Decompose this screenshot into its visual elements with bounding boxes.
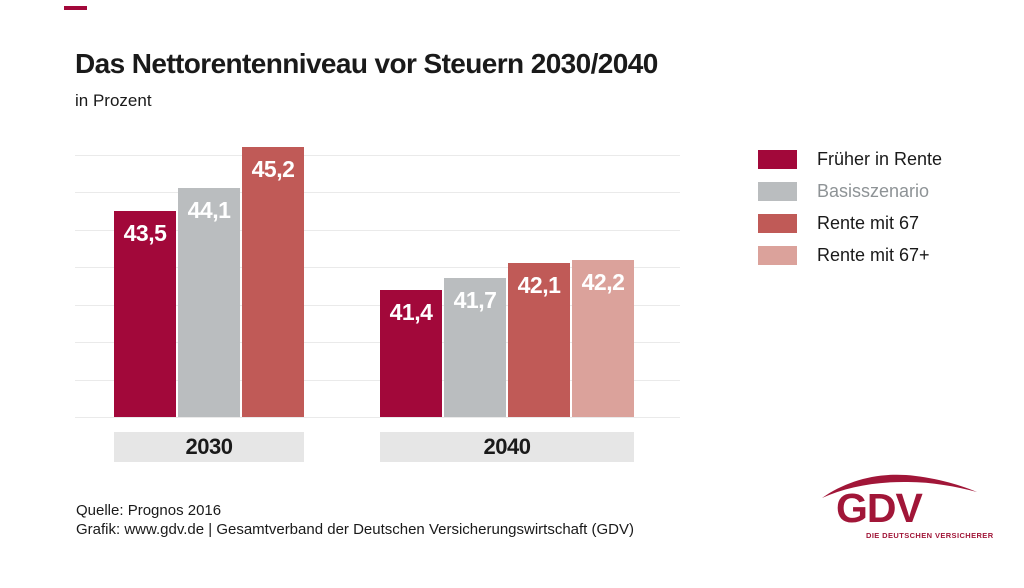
- page-subtitle: in Prozent: [75, 91, 152, 110]
- legend-swatch: [758, 246, 797, 265]
- gridline: [75, 417, 680, 418]
- footer: Quelle: Prognos 2016 Grafik: www.gdv.de …: [76, 501, 716, 539]
- legend-label: Rente mit 67+: [817, 245, 930, 265]
- bar-value-label: 42,2: [581, 268, 625, 295]
- bar-value-label: 45,2: [251, 156, 295, 182]
- gridline: [75, 379, 680, 381]
- legend-swatch: [758, 214, 797, 233]
- bar-value-label: 41,4: [389, 298, 433, 325]
- bar-value-label: 42,1: [517, 272, 561, 299]
- logo-tagline: DIE DEUTSCHEN VERSICHERER: [866, 531, 994, 540]
- chart-legend: Früher in Rente Basisszenario Rente mit 67…: [758, 150, 1018, 280]
- legend-label: Basisszenario: [817, 181, 930, 201]
- bar-value-label: 43,5: [123, 219, 167, 246]
- bar: [242, 147, 304, 417]
- legend-label: Rente mit 67: [817, 213, 920, 233]
- gdv-logo: GDV DIE DEUTSCHEN VERSICHERER: [812, 466, 994, 550]
- bar: [508, 263, 570, 417]
- legend-swatch: [758, 182, 797, 201]
- source-line: Quelle: Prognos 2016: [76, 502, 222, 519]
- category-label: 2040: [483, 434, 531, 459]
- gridline: [75, 229, 680, 231]
- bar-value-label: 44,1: [187, 197, 231, 224]
- bar-value-label: 41,7: [453, 287, 497, 314]
- page-title: Das Nettorentenniveau vor Steuern 2030/2…: [75, 48, 658, 79]
- bar: [444, 278, 506, 417]
- credit-line: Grafik: www.gdv.de | Gesamtverband der D…: [76, 521, 635, 538]
- logo-wordmark: GDV: [836, 485, 923, 531]
- legend-swatch: [758, 150, 797, 169]
- bar: [178, 188, 240, 417]
- gridline: [75, 267, 680, 268]
- brand-dash: [64, 6, 87, 10]
- category-label: 2030: [185, 434, 233, 459]
- bar: [380, 289, 442, 417]
- bar: [114, 210, 176, 417]
- category-band: 2030: [114, 432, 304, 462]
- gridline: [75, 304, 680, 306]
- legend-label: Früher in Rente: [817, 149, 943, 169]
- gridline: [75, 154, 680, 156]
- logo-swoosh-icon: [822, 474, 977, 498]
- gridline: [75, 342, 680, 343]
- category-band: 2040: [380, 432, 634, 462]
- bar: [572, 259, 634, 417]
- gridline: [75, 192, 680, 193]
